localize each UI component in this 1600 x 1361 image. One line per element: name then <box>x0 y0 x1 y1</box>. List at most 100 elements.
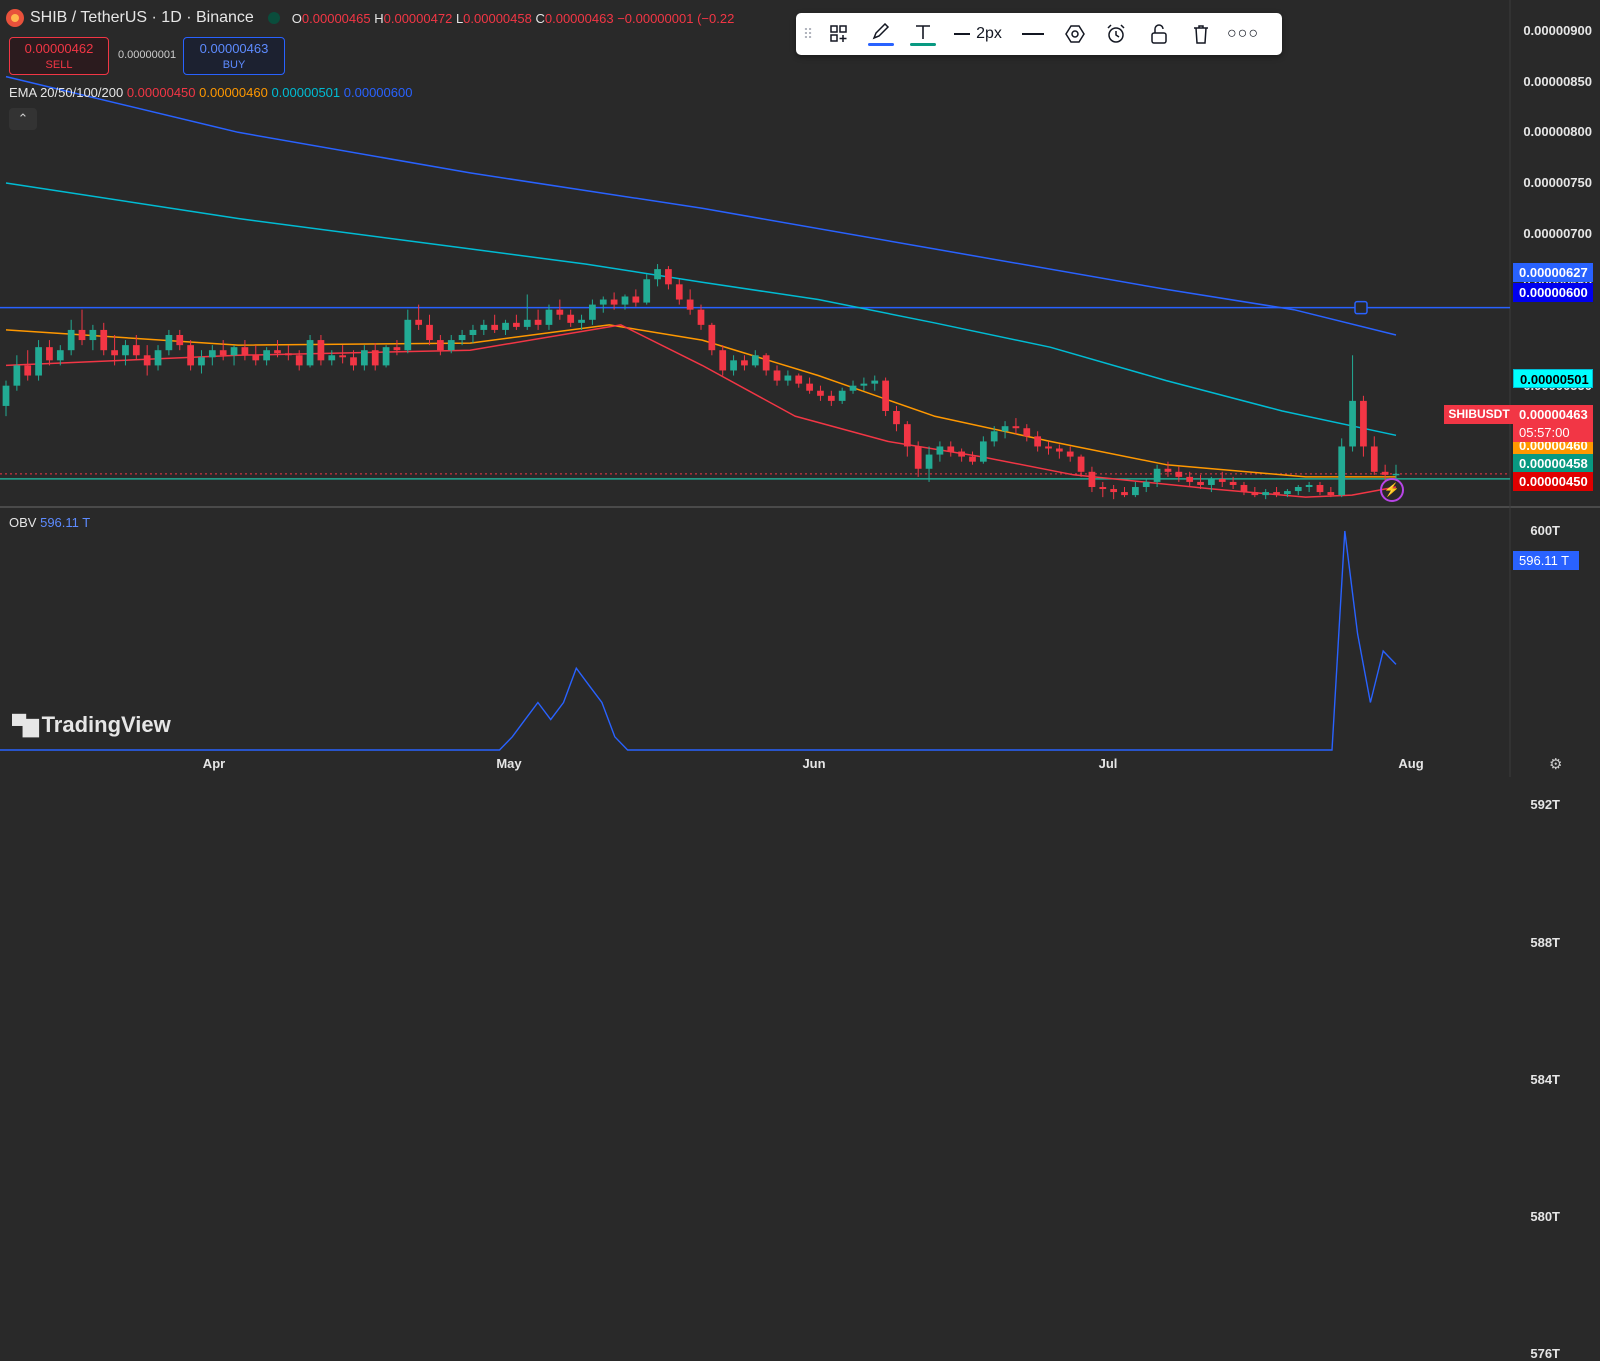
candle-down <box>1099 487 1107 490</box>
buy-button[interactable]: 0.00000463 BUY <box>183 37 285 75</box>
candle-down <box>1164 468 1172 472</box>
candle-down <box>111 350 118 356</box>
line-style-icon <box>1022 33 1044 35</box>
candle-up <box>360 350 368 366</box>
candle-down <box>1360 400 1367 447</box>
candle-down <box>827 395 835 401</box>
candle-up <box>643 279 651 303</box>
candle-up <box>404 319 412 351</box>
candle-up <box>56 350 64 361</box>
ohlc-readout: O0.00000465 H0.00000472 L0.00000458 C0.0… <box>291 10 735 26</box>
candle-down <box>274 350 281 354</box>
delete-button[interactable] <box>1180 17 1222 51</box>
candle-up <box>1338 446 1346 496</box>
candle-down <box>697 309 705 325</box>
line-style-button[interactable] <box>1012 17 1054 51</box>
candle-up <box>198 357 205 366</box>
shib-coin-icon <box>6 9 24 27</box>
chart-canvas[interactable] <box>0 0 1600 777</box>
candle-down <box>132 345 140 356</box>
flash-icon[interactable]: ⚡ <box>1380 478 1404 502</box>
candle-down <box>1066 451 1074 457</box>
line-color-button[interactable] <box>860 17 902 51</box>
chart-header: SHIB / TetherUS · 1D · Binance O0.000004… <box>6 9 734 27</box>
lock-button[interactable] <box>1138 17 1180 51</box>
symbol-title[interactable]: SHIB / TetherUS · 1D · Binance <box>30 9 254 26</box>
obv-axis-label: 600T <box>1530 523 1560 538</box>
candle-down <box>1055 448 1063 452</box>
text-color-button[interactable] <box>902 17 944 51</box>
ema20-price-tag: 0.00000450 <box>1513 472 1593 491</box>
collapse-legend-button[interactable]: ⌃ <box>9 108 37 130</box>
candle-up <box>469 329 477 335</box>
candle-up <box>838 390 846 401</box>
candle-up <box>1142 481 1150 487</box>
ema20-value: 0.00000450 <box>126 85 196 100</box>
candle-down <box>1218 478 1226 482</box>
candle-down <box>143 355 151 366</box>
candle-down <box>686 299 694 310</box>
candle-up <box>621 296 629 305</box>
candle-down <box>252 355 260 361</box>
candle-up <box>654 269 661 280</box>
countdown-tag: 05:57:00 <box>1513 423 1593 442</box>
candle-down <box>187 345 194 366</box>
obv-legend[interactable]: OBV 596.11 T <box>9 515 90 530</box>
candle-down <box>675 284 683 300</box>
candle-down <box>1316 484 1324 493</box>
hexagon-settings-icon <box>1065 25 1085 43</box>
candle-down <box>741 360 748 366</box>
candle-up <box>849 385 857 391</box>
candle-up <box>67 329 75 351</box>
obv-value: 596.11 T <box>40 515 91 530</box>
candle-down <box>437 340 444 351</box>
candle-up <box>230 347 238 356</box>
price-axis-label: 0.00000750 <box>1523 175 1592 190</box>
candle-down <box>1370 446 1378 472</box>
sell-button[interactable]: 0.00000462 SELL <box>9 37 109 75</box>
pencil-icon <box>872 22 890 39</box>
candle-down <box>556 309 564 315</box>
add-alert-button[interactable] <box>1096 17 1138 51</box>
gear-icon[interactable]: ⚙ <box>1549 756 1563 773</box>
candle-up <box>154 350 162 366</box>
ema-legend[interactable]: EMA 20/50/100/200 0.00000450 0.00000460 … <box>9 85 412 100</box>
candle-down <box>1240 484 1248 493</box>
candle-up <box>89 329 97 341</box>
candle-down <box>914 446 922 469</box>
candle-up <box>730 360 737 371</box>
candle-down <box>1023 428 1031 437</box>
candle-up <box>545 309 553 325</box>
chevron-up-icon: ⌃ <box>17 111 29 126</box>
candle-up <box>589 304 596 320</box>
candle-down <box>1077 456 1085 472</box>
candle-up <box>1132 487 1139 496</box>
line-width-button[interactable]: 2px <box>944 17 1012 51</box>
alarm-clock-icon <box>1107 24 1125 43</box>
candle-down <box>969 456 976 462</box>
tradingview-watermark[interactable]: ▀▆ TradingView <box>12 712 171 738</box>
candle-down <box>947 446 955 452</box>
candle-down <box>393 347 401 351</box>
price-axis-label: 0.00000700 <box>1523 225 1592 241</box>
sell-price: 0.00000462 <box>24 41 94 56</box>
obv-axis-label: 580T <box>1530 1209 1560 1224</box>
candle-down <box>295 355 303 366</box>
candle-up <box>382 347 390 366</box>
ema100-value: 0.00000501 <box>271 85 341 100</box>
drag-handle-icon[interactable]: ⠿ <box>802 25 813 42</box>
chart-background <box>0 0 1600 777</box>
drawing-toolbar: ⠿ 2px ○○○ <box>796 13 1282 55</box>
candle-down <box>817 390 824 396</box>
line-width-label: 2px <box>976 25 1002 42</box>
object-tree-button[interactable] <box>818 17 860 51</box>
tradingview-logo-icon: ▀▆ <box>12 714 39 737</box>
candle-down <box>1186 476 1194 482</box>
candle-down <box>426 324 433 341</box>
more-button[interactable]: ○○○ <box>1222 17 1264 51</box>
candle-down <box>219 350 227 356</box>
candle-down <box>1088 471 1096 487</box>
settings-button[interactable] <box>1054 17 1096 51</box>
templates-icon <box>830 25 847 42</box>
time-axis-label: Jul <box>1098 756 1118 771</box>
